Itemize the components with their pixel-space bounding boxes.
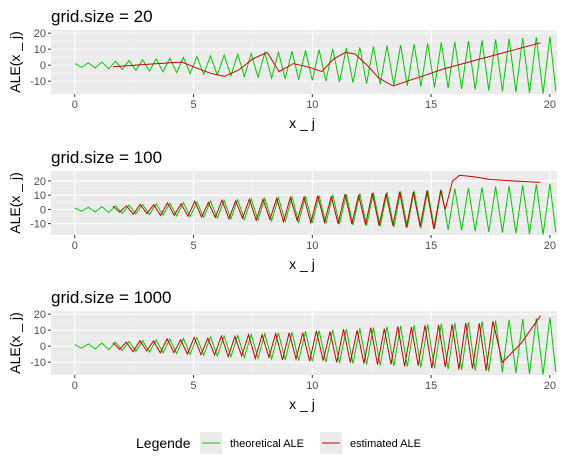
y-axis-title: ALE(x _ j) xyxy=(7,172,23,233)
legend-item-label: theoretical ALE xyxy=(230,438,304,450)
y-tick-label: 20 xyxy=(34,176,46,188)
y-tick-label: 10 xyxy=(34,44,46,56)
y-tick-label: 0 xyxy=(40,204,46,216)
y-tick-label: -10 xyxy=(30,219,46,231)
y-tick-label: 0 xyxy=(40,60,46,72)
y-tick-label: 10 xyxy=(34,190,46,202)
panel-2: 0 5 10 15 20 -10 0 10 20 grid.size = 100 x _ j ALE(… xyxy=(7,148,557,272)
x-tick-label: 5 xyxy=(190,240,196,252)
x-axis-title: x _ j xyxy=(289,396,315,412)
x-tick-label: 15 xyxy=(425,99,437,111)
y-axis-title: ALE(x _ j) xyxy=(7,31,23,92)
theoretical-ale-line xyxy=(74,317,557,375)
y-tick-label: -10 xyxy=(30,76,46,88)
legend: Legende theoretical ALE estimated ALE xyxy=(136,432,421,454)
theoretical-ale-line xyxy=(74,183,557,235)
x-tick-label: 10 xyxy=(306,240,318,252)
x-tick-label: 5 xyxy=(190,99,196,111)
theoretical-ale-line xyxy=(74,36,557,94)
x-axis-title: x _ j xyxy=(289,115,315,131)
estimated-ale-line xyxy=(112,42,541,87)
x-tick-label: 0 xyxy=(72,240,78,252)
y-tick-label: 0 xyxy=(40,341,46,353)
x-tick-label: 20 xyxy=(544,99,556,111)
panel-1: 0 5 10 15 20 -10 0 10 20 grid.size = 20 x _ j ALE(x… xyxy=(7,7,557,131)
y-tick-label: -10 xyxy=(30,357,46,369)
x-tick-label: 0 xyxy=(72,99,78,111)
legend-title: Legende xyxy=(136,435,191,451)
x-tick-label: 20 xyxy=(544,240,556,252)
y-tick-label: 10 xyxy=(34,325,46,337)
panel-title: grid.size = 100 xyxy=(51,148,162,167)
x-tick-label: 0 xyxy=(72,380,78,392)
y-axis-title: ALE(x _ j) xyxy=(7,312,23,373)
x-tick-label: 20 xyxy=(544,380,556,392)
y-tick-label: 20 xyxy=(34,28,46,40)
x-tick-label: 5 xyxy=(190,380,196,392)
x-tick-label: 10 xyxy=(306,380,318,392)
panel-title: grid.size = 20 xyxy=(51,7,153,26)
estimated-ale-line xyxy=(112,174,541,229)
x-tick-label: 15 xyxy=(425,380,437,392)
estimated-ale-line xyxy=(112,315,541,371)
x-axis-title: x _ j xyxy=(289,256,315,272)
panel-title: grid.size = 1000 xyxy=(51,288,172,307)
x-tick-label: 15 xyxy=(425,240,437,252)
panel-background xyxy=(51,30,557,94)
y-tick-label: 20 xyxy=(34,309,46,321)
legend-item-label: estimated ALE xyxy=(350,438,421,450)
panel-3: 0 5 10 15 20 -10 0 10 20 grid.size = 1000 x _ j ALE… xyxy=(7,288,557,412)
x-tick-label: 10 xyxy=(306,99,318,111)
